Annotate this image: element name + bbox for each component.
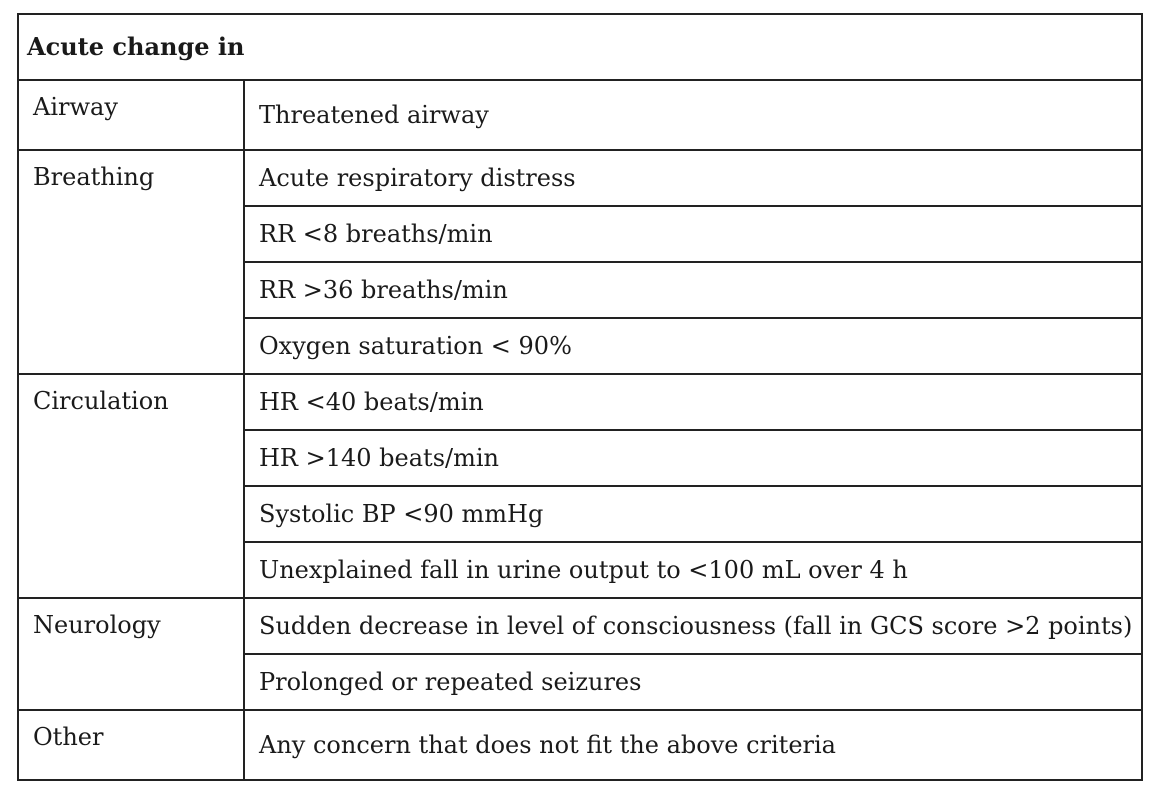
criterion-cell: Prolonged or repeated seizures <box>243 653 1143 711</box>
table-row: Circulation HR <40 beats/min <box>17 373 1143 599</box>
category-other: Other <box>17 709 245 781</box>
criterion-cell: Systolic BP <90 mmHg <box>243 485 1143 543</box>
table-row: HR >140 beats/min <box>18 429 1143 487</box>
table-row: Systolic BP <90 mmHg <box>18 485 1143 543</box>
category-neurology: Neurology <box>17 597 245 711</box>
criteria-table: Acute change in Airway Threatened airway… <box>17 13 1143 781</box>
criterion-cell: RR <8 breaths/min <box>243 205 1143 263</box>
category-breathing: Breathing <box>17 149 245 375</box>
table-row: Oxygen saturation < 90% <box>18 317 1143 375</box>
criterion-cell: Oxygen saturation < 90% <box>243 317 1143 375</box>
criterion-cell: Acute respiratory distress <box>243 149 1143 207</box>
table-row: RR <8 breaths/min <box>18 205 1143 263</box>
table-row: Neurology Sudden decrease in level of co… <box>17 597 1143 711</box>
criterion-cell: Any concern that does not fit the above … <box>243 709 1143 781</box>
table-row: Prolonged or repeated seizures <box>18 653 1143 711</box>
criterion-cell: Threatened airway <box>243 79 1143 151</box>
criterion-cell: RR >36 breaths/min <box>243 261 1143 319</box>
table-header: Acute change in <box>17 13 1143 81</box>
header-row: Acute change in <box>17 13 1143 81</box>
table-row: Airway Threatened airway <box>17 79 1143 151</box>
table-row: RR >36 breaths/min <box>18 261 1143 319</box>
table-row: Other Any concern that does not fit the … <box>17 709 1143 781</box>
criterion-cell: Unexplained fall in urine output to <100… <box>243 541 1143 599</box>
table-row: Breathing Acute respiratory distress <box>17 149 1143 375</box>
category-airway: Airway <box>17 79 245 151</box>
criterion-cell: Sudden decrease in level of consciousnes… <box>243 597 1143 655</box>
category-circulation: Circulation <box>17 373 245 599</box>
criterion-cell: HR >140 beats/min <box>243 429 1143 487</box>
criterion-cell: HR <40 beats/min <box>243 373 1143 431</box>
table-row: Unexplained fall in urine output to <100… <box>18 541 1143 599</box>
